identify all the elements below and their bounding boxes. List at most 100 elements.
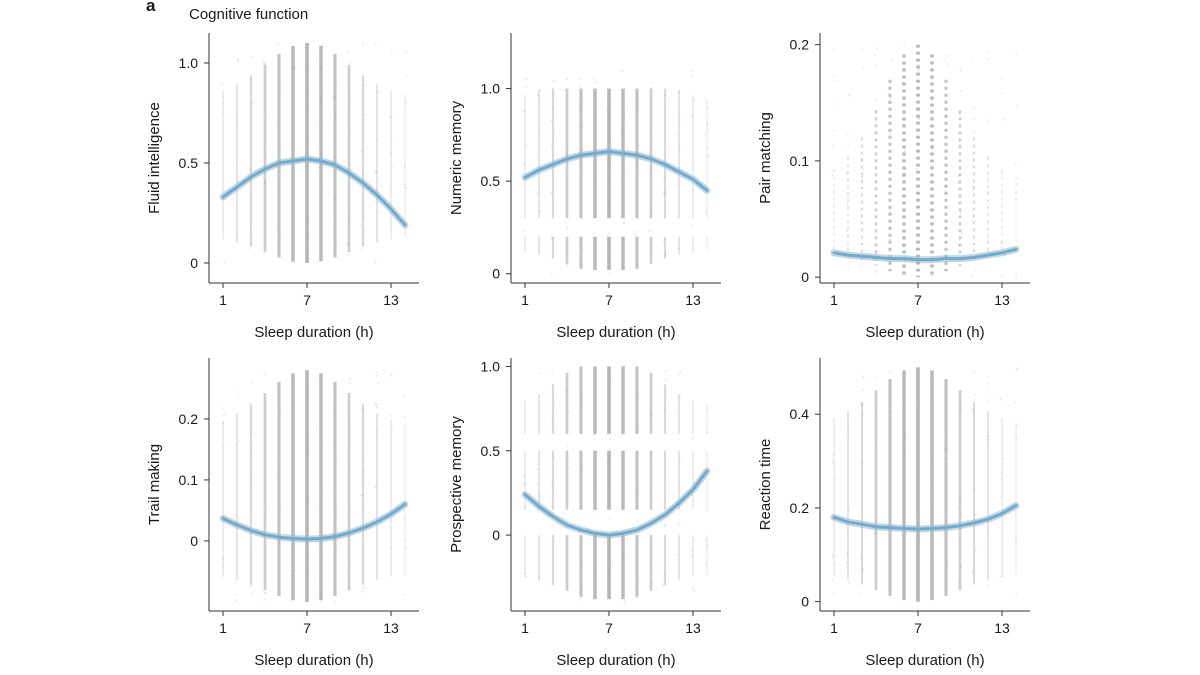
scatter-point bbox=[679, 119, 681, 121]
scatter-point bbox=[362, 216, 364, 218]
scatter-column bbox=[664, 89, 666, 219]
scatter-column bbox=[305, 370, 309, 602]
scatter-point bbox=[707, 510, 709, 512]
scatter-point bbox=[987, 191, 989, 193]
y-axis-label: Numeric memory bbox=[448, 100, 465, 215]
scatter-point bbox=[321, 123, 323, 125]
scatter-point bbox=[293, 261, 295, 263]
scatter-point bbox=[525, 568, 527, 570]
scatter-point bbox=[862, 389, 864, 391]
scatter-point bbox=[621, 70, 623, 72]
scatter-point bbox=[293, 449, 295, 451]
scatter-point bbox=[846, 230, 848, 232]
scatter-point bbox=[832, 174, 834, 176]
scatter-point bbox=[663, 241, 665, 243]
scatter-point bbox=[946, 543, 948, 545]
scatter-point bbox=[334, 117, 336, 119]
scatter-point bbox=[945, 471, 947, 473]
scatter-point bbox=[320, 218, 322, 220]
scatter-point bbox=[361, 249, 363, 251]
scatter-point bbox=[237, 180, 239, 182]
scatter-point bbox=[250, 482, 252, 484]
scatter-point bbox=[319, 508, 321, 510]
scatter-point bbox=[551, 503, 553, 505]
scatter-column bbox=[650, 237, 653, 264]
scatter-point bbox=[609, 389, 611, 391]
y-tick-label: 0.4 bbox=[790, 406, 810, 422]
scatter-point bbox=[361, 408, 363, 410]
scatter-point bbox=[334, 196, 336, 198]
scatter-point bbox=[959, 239, 961, 241]
scatter-point bbox=[265, 72, 267, 74]
scatter-point bbox=[636, 107, 638, 109]
scatter-point bbox=[933, 193, 935, 195]
scatter-point bbox=[334, 445, 336, 447]
scatter-point bbox=[320, 463, 322, 465]
chart-5: 1 7 13 0 0.5 1.0 Sleep duration (h) Prospective… bbox=[448, 358, 721, 669]
scatter-point bbox=[960, 143, 962, 145]
scatter-point bbox=[902, 83, 904, 85]
scatter-point bbox=[292, 585, 294, 587]
scatter-column bbox=[621, 451, 624, 510]
scatter-point bbox=[974, 371, 976, 373]
scatter-point bbox=[946, 560, 948, 562]
scatter-point bbox=[677, 184, 679, 186]
scatter-point bbox=[293, 232, 295, 234]
scatter-point bbox=[677, 554, 679, 556]
scatter-point bbox=[904, 532, 906, 534]
scatter-point bbox=[931, 115, 933, 117]
scatter-column bbox=[362, 404, 364, 585]
scatter-point bbox=[580, 132, 582, 134]
scatter-point bbox=[293, 180, 295, 182]
scatter-point bbox=[566, 227, 568, 229]
scatter-point bbox=[874, 121, 876, 123]
scatter-point bbox=[307, 453, 309, 455]
scatter-point bbox=[890, 597, 892, 599]
scatter-point bbox=[565, 107, 567, 109]
scatter-point bbox=[862, 67, 864, 69]
scatter-point bbox=[277, 123, 279, 125]
scatter-point bbox=[916, 534, 918, 536]
scatter-point bbox=[1002, 458, 1004, 460]
scatter-point bbox=[889, 562, 891, 564]
x-tick-label: 13 bbox=[685, 292, 701, 308]
scatter-column bbox=[650, 89, 653, 219]
scatter-point bbox=[624, 118, 626, 120]
scatter-point bbox=[236, 235, 238, 237]
scatter-point bbox=[319, 120, 321, 122]
scatter-point bbox=[375, 371, 377, 373]
scatter-point bbox=[622, 107, 624, 109]
scatter-point bbox=[706, 123, 708, 125]
scatter-point bbox=[293, 570, 295, 572]
scatter-point bbox=[291, 260, 293, 262]
scatter-point bbox=[524, 482, 526, 484]
scatter-point bbox=[249, 168, 251, 170]
scatter-point bbox=[904, 390, 906, 392]
scatter-point bbox=[636, 493, 638, 495]
scatter-point bbox=[334, 590, 336, 592]
scatter-point bbox=[307, 238, 309, 240]
scatter-point bbox=[905, 168, 907, 170]
scatter-point bbox=[932, 491, 934, 493]
scatter-point bbox=[523, 110, 525, 112]
scatter-point bbox=[277, 398, 279, 400]
scatter-point bbox=[291, 126, 293, 128]
scatter-point bbox=[593, 394, 595, 396]
scatter-point bbox=[637, 425, 639, 427]
scatter-point bbox=[888, 102, 890, 104]
scatter-point bbox=[249, 403, 251, 405]
scatter-point bbox=[706, 431, 708, 433]
scatter-point bbox=[376, 406, 378, 408]
scatter-column bbox=[552, 451, 554, 510]
scatter-point bbox=[974, 463, 976, 465]
scatter-point bbox=[1000, 479, 1002, 481]
scatter-point bbox=[834, 80, 836, 82]
scatter-point bbox=[974, 399, 976, 401]
scatter-point bbox=[974, 549, 976, 551]
y-tick-label: 0.5 bbox=[481, 173, 501, 189]
scatter-point bbox=[580, 397, 582, 399]
scatter-point bbox=[847, 133, 849, 135]
scatter-point bbox=[375, 486, 377, 488]
scatter-column bbox=[973, 402, 975, 585]
scatter-point bbox=[405, 106, 407, 108]
